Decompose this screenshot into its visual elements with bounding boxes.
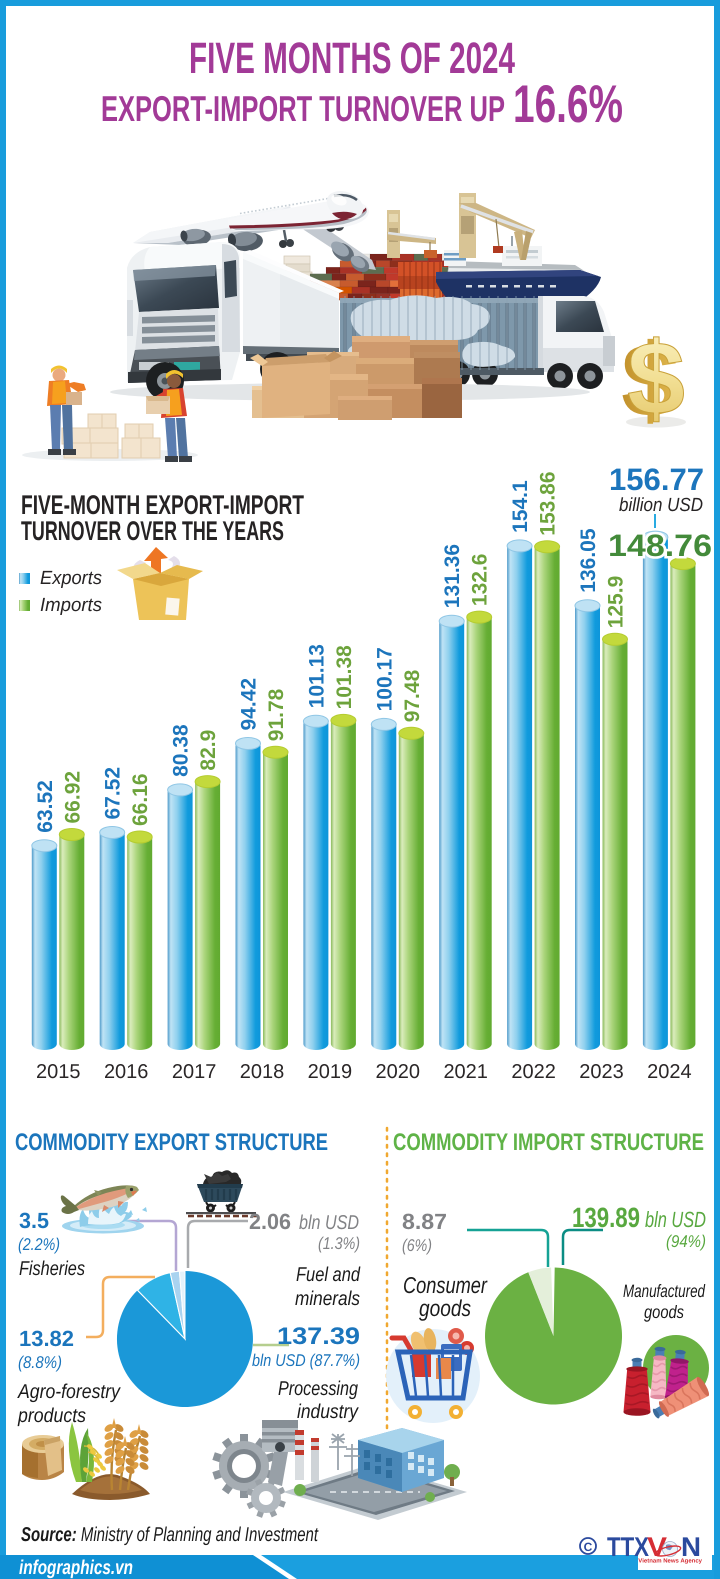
svg-text:Consumer: Consumer [403,1272,488,1298]
svg-text:Fisheries: Fisheries [19,1258,85,1280]
svg-text:132.6: 132.6 [469,554,492,607]
svg-text:101.38: 101.38 [333,645,356,710]
svg-text:2020: 2020 [376,1061,421,1083]
svg-text:66.16: 66.16 [129,773,152,826]
svg-text:154.1: 154.1 [509,480,532,533]
svg-text:2021: 2021 [443,1061,488,1083]
svg-text:139.89: 139.89 [572,1202,640,1233]
svg-text:bln USD: bln USD [299,1212,359,1234]
svg-text:COMMODITY IMPORT STRUCTURE: COMMODITY IMPORT STRUCTURE [393,1129,704,1156]
svg-text:2.06: 2.06 [249,1209,291,1234]
svg-text:Vietnam News Agency: Vietnam News Agency [638,1558,702,1565]
svg-text:100.17: 100.17 [373,647,396,711]
svg-text:153.86: 153.86 [537,471,560,535]
svg-text:FIVE MONTHS OF 2024: FIVE MONTHS OF 2024 [189,34,515,83]
svg-text:125.9: 125.9 [605,576,628,629]
svg-text:TTX: TTX [607,1532,649,1562]
svg-text:67.52: 67.52 [102,767,125,820]
svg-text:Agro-forestry: Agro-forestry [17,1381,121,1403]
svg-text:(8.8%): (8.8%) [18,1353,62,1372]
svg-text:N: N [681,1532,701,1562]
svg-text:2017: 2017 [172,1061,217,1083]
svg-text:63.52: 63.52 [34,780,57,833]
svg-text:2023: 2023 [579,1061,624,1083]
svg-text:COMMODITY EXPORT STRUCTURE: COMMODITY EXPORT STRUCTURE [15,1129,328,1156]
svg-text:Imports: Imports [40,595,102,616]
svg-text:bln USD (87.7%): bln USD (87.7%) [252,1351,360,1370]
svg-text:2019: 2019 [308,1061,353,1083]
svg-text:137.39: 137.39 [277,1323,360,1350]
svg-text:16.6%: 16.6% [513,75,623,134]
svg-text:Source: Ministry of Planning a: Source: Ministry of Planning and Investm… [21,1524,319,1546]
svg-text:136.05: 136.05 [577,528,600,593]
svg-text:Exports: Exports [40,568,102,589]
svg-text:94.42: 94.42 [238,678,261,731]
svg-text:2022: 2022 [511,1061,556,1083]
svg-text:(2.2%): (2.2%) [18,1235,60,1254]
svg-text:FIVE-MONTH EXPORT-IMPORT: FIVE-MONTH EXPORT-IMPORT [21,490,304,520]
svg-text:bln USD: bln USD [645,1207,706,1232]
svg-text:3.5: 3.5 [19,1208,49,1233]
svg-text:$: $ [627,321,685,437]
svg-text:148.76: 148.76 [608,528,712,563]
svg-text:V: V [647,1532,667,1562]
svg-text:infographics.vn: infographics.vn [19,1557,133,1579]
svg-text:2024: 2024 [647,1061,692,1083]
svg-text:91.78: 91.78 [265,688,288,741]
svg-text:2018: 2018 [240,1061,285,1083]
svg-text:66.92: 66.92 [61,771,84,824]
svg-text:$: $ [621,323,679,439]
svg-text:products: products [17,1405,86,1427]
svg-text:Fuel and: Fuel and [296,1264,361,1286]
svg-text:minerals: minerals [295,1288,360,1310]
svg-text:101.13: 101.13 [305,644,328,708]
svg-text:C: C [584,1540,593,1554]
svg-text:8.87: 8.87 [402,1209,447,1234]
svg-text:(1.3%): (1.3%) [318,1234,360,1253]
svg-text:Processing: Processing [278,1378,358,1400]
svg-text:80.38: 80.38 [170,724,193,777]
svg-text:Manufactured: Manufactured [623,1281,706,1301]
svg-text:industry: industry [297,1401,359,1423]
svg-text:(6%): (6%) [402,1236,432,1255]
svg-text:156.77: 156.77 [609,462,704,497]
svg-text:goods: goods [644,1302,684,1322]
svg-text:97.48: 97.48 [401,669,424,722]
svg-text:82.9: 82.9 [197,730,220,771]
svg-text:EXPORT-IMPORT TURNOVER UP: EXPORT-IMPORT TURNOVER UP [101,88,505,129]
svg-text:13.82: 13.82 [19,1326,74,1351]
svg-text:2015: 2015 [36,1061,81,1083]
svg-text:billion USD: billion USD [619,495,703,516]
svg-text:TURNOVER OVER THE YEARS: TURNOVER OVER THE YEARS [21,516,284,546]
svg-text:131.36: 131.36 [441,544,464,608]
svg-text:goods: goods [419,1295,471,1321]
svg-text:(94%): (94%) [666,1232,706,1251]
svg-text:2016: 2016 [104,1061,149,1083]
